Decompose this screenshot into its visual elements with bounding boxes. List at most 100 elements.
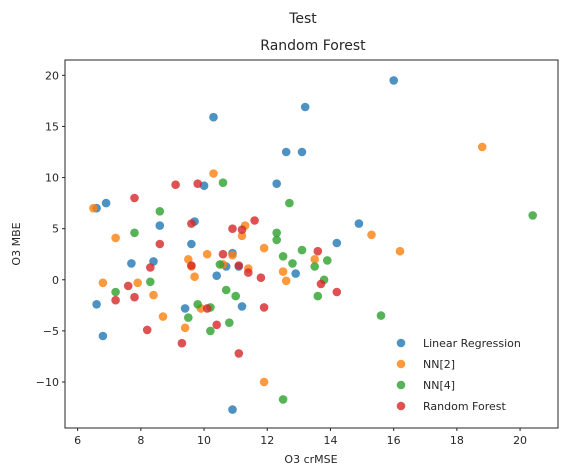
point-series-0-11 xyxy=(209,112,218,122)
legend-label: NN[2] xyxy=(423,358,455,371)
point-series-0-18 xyxy=(272,179,282,188)
point-series-3-12 xyxy=(202,304,212,313)
point-series-2-15 xyxy=(278,251,288,261)
legend-marker xyxy=(396,359,406,369)
point-series-0-6 xyxy=(155,221,165,230)
point-series-2-11 xyxy=(225,318,234,328)
y-tick-label: 15 xyxy=(45,120,59,133)
point-series-0-23 xyxy=(354,219,364,228)
point-series-1-14 xyxy=(228,250,237,260)
point-series-1-6 xyxy=(180,323,190,333)
point-series-3-13 xyxy=(212,320,221,330)
legend-label: Linear Regression xyxy=(423,337,521,350)
point-series-2-10 xyxy=(221,285,231,295)
x-tick-label: 20 xyxy=(513,434,527,447)
point-series-1-15 xyxy=(237,231,247,241)
point-series-2-3 xyxy=(155,207,165,216)
x-tick-label: 6 xyxy=(74,434,81,447)
y-axis-ticks: −10 −5 0 5 10 15 20 xyxy=(36,69,65,389)
point-series-1-2 xyxy=(111,233,120,243)
point-series-3-14 xyxy=(218,249,228,259)
point-series-2-9 xyxy=(218,178,228,187)
point-series-0-1 xyxy=(101,198,111,208)
point-series-1-20 xyxy=(278,267,288,276)
x-axis-label: O3 crMSE xyxy=(284,453,337,466)
y-tick-label: −5 xyxy=(43,325,59,338)
point-series-3-3 xyxy=(130,193,139,203)
point-series-0-21 xyxy=(300,102,310,112)
point-series-3-5 xyxy=(146,263,155,272)
data-points xyxy=(89,76,537,414)
point-series-2-25 xyxy=(528,211,537,220)
x-tick-label: 16 xyxy=(387,434,401,447)
legend-marker xyxy=(396,401,406,411)
point-series-2-16 xyxy=(285,198,294,208)
point-series-3-6 xyxy=(155,239,165,249)
plot-frame xyxy=(64,59,559,429)
point-series-3-10 xyxy=(187,219,196,228)
point-series-3-23 xyxy=(313,246,323,256)
point-series-2-17 xyxy=(288,259,297,268)
point-series-0-4 xyxy=(127,259,136,268)
point-series-3-1 xyxy=(123,281,133,291)
point-series-2-0 xyxy=(111,287,120,297)
figure-suptitle: Test xyxy=(288,11,317,27)
point-series-0-25 xyxy=(389,76,399,85)
point-series-0-22 xyxy=(291,269,301,278)
point-series-0-14 xyxy=(228,405,237,414)
point-series-1-23 xyxy=(367,230,376,240)
y-tick-label: 10 xyxy=(45,172,59,185)
point-series-1-25 xyxy=(477,142,487,152)
point-series-3-17 xyxy=(234,349,244,358)
point-series-1-1 xyxy=(98,278,108,288)
legend-label: Random Forest xyxy=(423,400,506,413)
point-series-3-21 xyxy=(259,303,269,312)
point-series-3-8 xyxy=(177,338,187,348)
point-series-2-5 xyxy=(193,300,202,309)
x-tick-label: 14 xyxy=(323,434,337,447)
point-series-0-7 xyxy=(180,304,190,313)
x-axis-ticks: 6 8 10 12 14 16 18 20 xyxy=(74,428,527,447)
point-series-3-11 xyxy=(193,179,202,188)
point-series-3-19 xyxy=(250,216,259,225)
point-series-2-6 xyxy=(206,326,215,336)
y-tick-label: 20 xyxy=(45,69,59,82)
point-series-3-2 xyxy=(130,292,139,302)
point-series-1-12 xyxy=(209,169,218,178)
point-series-3-7 xyxy=(171,180,180,189)
y-axis-label: O3 MBE xyxy=(10,222,23,265)
point-series-2-14 xyxy=(272,235,282,245)
point-series-2-20 xyxy=(313,291,323,301)
x-tick-label: 10 xyxy=(197,434,211,447)
point-series-0-15 xyxy=(237,302,247,311)
point-series-3-0 xyxy=(111,295,120,305)
point-series-1-19 xyxy=(259,377,269,387)
point-series-2-4 xyxy=(184,313,193,322)
point-series-2-1 xyxy=(130,228,139,238)
point-series-1-21 xyxy=(281,276,291,286)
point-series-0-3 xyxy=(98,331,108,341)
x-tick-label: 8 xyxy=(137,434,144,447)
point-series-1-11 xyxy=(202,249,212,259)
point-series-1-18 xyxy=(259,243,269,253)
x-tick-label: 12 xyxy=(260,434,274,447)
point-series-2-8 xyxy=(215,260,225,269)
x-tick-label: 18 xyxy=(450,434,464,447)
point-series-1-4 xyxy=(149,290,158,300)
point-series-0-19 xyxy=(281,147,291,157)
point-series-0-24 xyxy=(332,238,342,248)
chart-title: Random Forest xyxy=(260,38,366,54)
point-series-2-23 xyxy=(278,395,288,404)
point-series-3-25 xyxy=(332,287,342,297)
point-series-2-13 xyxy=(272,228,282,238)
legend: Linear Regression NN[2] NN[4] Random Forest xyxy=(396,337,521,413)
point-series-3-20 xyxy=(256,273,266,283)
legend-marker xyxy=(396,380,406,390)
point-series-3-15 xyxy=(228,224,237,233)
point-series-1-3 xyxy=(133,278,142,288)
point-series-3-18 xyxy=(244,268,253,277)
point-series-0-20 xyxy=(297,147,307,157)
point-series-2-19 xyxy=(310,262,320,271)
point-series-1-0 xyxy=(89,203,98,213)
